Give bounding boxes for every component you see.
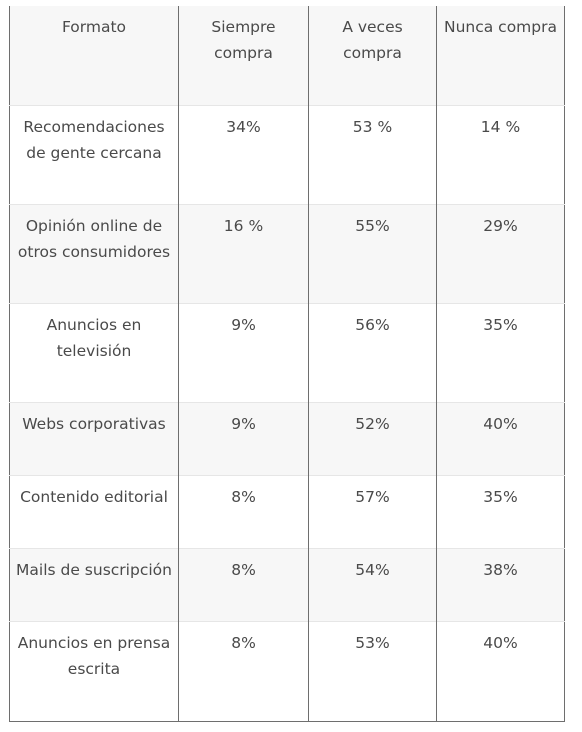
row-siempre-cell: 8%	[178, 620, 309, 721]
row-nunca-cell: 14 %	[436, 104, 565, 204]
row-nunca-cell: 35%	[436, 302, 565, 402]
row-format-cell: Mails de suscripción	[9, 547, 179, 621]
table-row: Anuncios en prensa escrita 8% 53% 40%	[9, 620, 565, 721]
purchase-influence-table: Formato Siempre compra A veces compra Nu…	[9, 6, 565, 722]
row-nunca-cell: 40%	[436, 620, 565, 721]
row-a-veces-cell: 56%	[308, 302, 437, 402]
row-nunca-cell: 38%	[436, 547, 565, 621]
table-header-row: Formato Siempre compra A veces compra Nu…	[9, 6, 565, 105]
row-a-veces-cell: 54%	[308, 547, 437, 621]
row-nunca-cell: 29%	[436, 203, 565, 303]
table-row: Anuncios en televisión 9% 56% 35%	[9, 302, 565, 402]
row-a-veces-cell: 57%	[308, 474, 437, 548]
row-siempre-cell: 8%	[178, 474, 309, 548]
row-format-cell: Anuncios en televisión	[9, 302, 179, 402]
row-siempre-cell: 16 %	[178, 203, 309, 303]
table-row: Webs corporativas 9% 52% 40%	[9, 401, 565, 475]
row-format-cell: Contenido editorial	[9, 474, 179, 548]
row-siempre-cell: 8%	[178, 547, 309, 621]
row-a-veces-cell: 52%	[308, 401, 437, 475]
table-row: Contenido editorial 8% 57% 35%	[9, 474, 565, 548]
header-a-veces-compra: A veces compra	[308, 6, 437, 105]
row-nunca-cell: 35%	[436, 474, 565, 548]
row-format-cell: Webs corporativas	[9, 401, 179, 475]
header-formato: Formato	[9, 6, 179, 105]
row-format-cell: Recomendaciones de gente cercana	[9, 104, 179, 204]
row-a-veces-cell: 53%	[308, 620, 437, 721]
row-format-cell: Opinión online de otros consumidores	[9, 203, 179, 303]
row-format-cell: Anuncios en prensa escrita	[9, 620, 179, 721]
row-siempre-cell: 34%	[178, 104, 309, 204]
row-siempre-cell: 9%	[178, 401, 309, 475]
row-siempre-cell: 9%	[178, 302, 309, 402]
table-row: Mails de suscripción 8% 54% 38%	[9, 547, 565, 621]
header-nunca-compra: Nunca compra	[436, 6, 565, 105]
row-a-veces-cell: 53 %	[308, 104, 437, 204]
header-siempre-compra: Siempre compra	[178, 6, 309, 105]
row-a-veces-cell: 55%	[308, 203, 437, 303]
table-row: Opinión online de otros consumidores 16 …	[9, 203, 565, 303]
table-row: Recomendaciones de gente cercana 34% 53 …	[9, 104, 565, 204]
row-nunca-cell: 40%	[436, 401, 565, 475]
